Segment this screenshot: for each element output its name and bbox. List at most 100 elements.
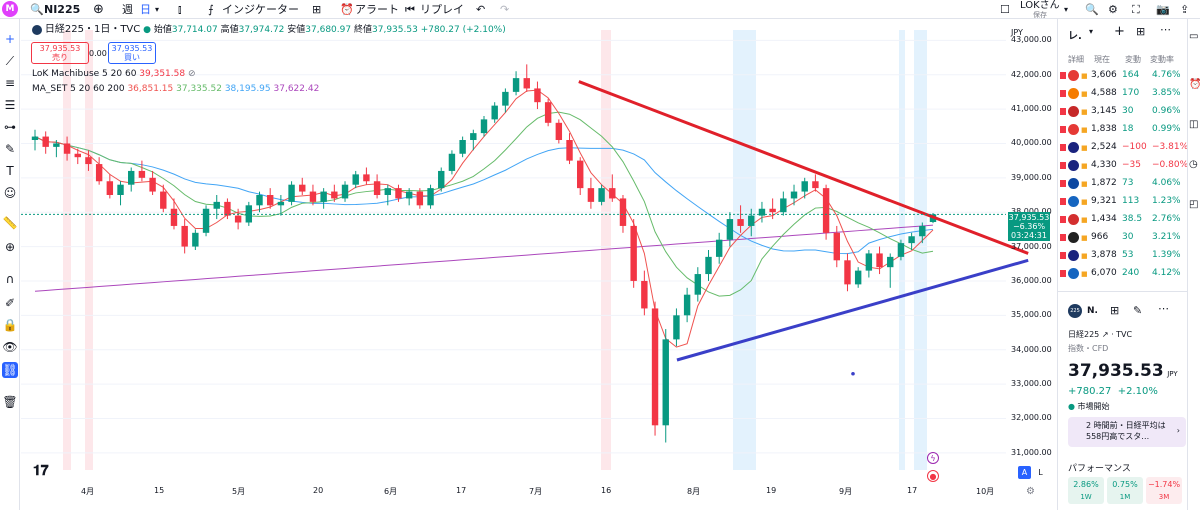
indicator-machibuse[interactable]: LoK Machibuse 5 20 60 39,351.58 ⊘ xyxy=(32,68,196,80)
news-banner[interactable]: 2 時間前・日経平均は558円高でスタ… › xyxy=(1068,417,1186,447)
undo-icon[interactable]: ↶ xyxy=(476,3,486,16)
chevron-down-icon[interactable]: ▾ xyxy=(1089,27,1094,36)
link-icon[interactable]: ⛓ xyxy=(2,362,18,378)
alert-icon[interactable]: ⏰ xyxy=(1189,79,1200,90)
layout-icon[interactable]: ⊞ xyxy=(1136,25,1146,38)
redo-icon[interactable]: ↷ xyxy=(500,3,510,16)
crosshair-icon[interactable]: + xyxy=(4,32,16,46)
pattern-icon[interactable]: ☰ xyxy=(4,98,16,112)
watchlist-icon[interactable]: ▭ xyxy=(1189,31,1199,42)
lock-icon[interactable]: 🔒 xyxy=(2,318,18,332)
trash-icon[interactable]: 🗑 xyxy=(2,395,18,409)
external-link-icon[interactable]: ↗ xyxy=(1101,330,1109,339)
alert-icon[interactable]: ⏰ xyxy=(340,3,354,16)
sell-button[interactable]: 37,935.53 売り xyxy=(31,42,89,64)
symbol-name[interactable]: NI225 xyxy=(44,3,81,16)
eye-icon[interactable]: 👁 xyxy=(2,340,18,354)
alert-button[interactable]: アラート xyxy=(355,3,399,16)
performance-cell[interactable]: −1.74% 3M xyxy=(1146,477,1182,504)
watchlist-row[interactable]: ■ 4,330 −35 −0.80% xyxy=(1058,157,1188,174)
watchlist-row[interactable]: ■ 4,588 170 3.85% xyxy=(1058,85,1188,102)
currency-label[interactable]: JPY xyxy=(1011,28,1023,37)
price-chart[interactable] xyxy=(21,20,1054,508)
alert-dot-icon: ■ xyxy=(1081,144,1088,152)
candle-body xyxy=(812,181,819,189)
more-icon[interactable]: ⋯ xyxy=(1160,23,1171,36)
indicator-ma-set[interactable]: MA_SET 5 20 60 200 36,851.15 37,335.52 3… xyxy=(32,83,319,95)
last-price: 37,935.53 xyxy=(1008,213,1050,222)
watchlist-row[interactable]: ■ 3,145 30 0.96% xyxy=(1058,103,1188,120)
lightning-icon[interactable]: ϟ xyxy=(927,452,939,464)
auto-scale-button[interactable]: A xyxy=(1018,466,1031,479)
news-icon[interactable]: ◫ xyxy=(1189,119,1199,130)
candle-body xyxy=(117,184,124,195)
settings-icon[interactable]: ⚙ xyxy=(1108,3,1118,16)
camera-icon[interactable]: 📷 xyxy=(1156,3,1170,16)
fullscreen-checkbox-icon[interactable]: ☐ xyxy=(1000,3,1010,16)
chat-icon[interactable]: ◰ xyxy=(1189,199,1199,210)
tradingview-logo[interactable]: M xyxy=(2,1,18,17)
details-name[interactable]: 日経225 xyxy=(1068,330,1100,339)
add-icon[interactable]: + xyxy=(1114,24,1125,39)
more-icon[interactable]: ⋯ xyxy=(1158,302,1169,315)
time-tick: 7月 xyxy=(529,487,543,496)
emoji-icon[interactable]: ☺ xyxy=(3,186,17,200)
visibility-icon[interactable]: ⊘ xyxy=(187,69,196,79)
watchlist-row[interactable]: ■ 966 30 3.21% xyxy=(1058,229,1188,246)
replay-icon[interactable]: ⏮ xyxy=(405,3,415,16)
watchlist-row[interactable]: ■ 1,434 38.5 2.76% xyxy=(1058,211,1188,228)
fullscreen-icon[interactable]: ⛶ xyxy=(1132,3,1140,16)
watchlist-row[interactable]: ■ 6,070 240 4.12% xyxy=(1058,265,1188,282)
chart-legend: 日経225・1日・TVC ● 始値37,714.07 高値37,974.72 安… xyxy=(32,24,506,36)
user-name[interactable]: LOKさん xyxy=(1020,0,1060,11)
layout-icon[interactable]: ⊞ xyxy=(1110,304,1120,317)
watchlist-row[interactable]: ■ 1,872 73 4.06% xyxy=(1058,175,1188,192)
col-header[interactable]: 変動率 xyxy=(1150,55,1174,64)
fib-icon[interactable]: ≡ xyxy=(4,76,16,90)
ruler-icon[interactable]: 📏 xyxy=(2,216,18,230)
lock-drawing-icon[interactable]: ✐ xyxy=(4,296,16,310)
symbol-badge xyxy=(32,24,42,35)
legend-title[interactable]: 日経225・1日・TVC xyxy=(44,24,141,35)
search-icon[interactable]: 🔍 xyxy=(1085,3,1099,16)
magnet-icon[interactable]: ∩ xyxy=(5,272,15,286)
col-header[interactable]: 詳細 xyxy=(1068,55,1084,64)
layout-icon[interactable]: ⊞ xyxy=(312,3,322,16)
col-header[interactable]: 現在 xyxy=(1094,55,1110,64)
watchlist-title[interactable]: レ. xyxy=(1068,31,1082,42)
search-icon[interactable]: 🔍 xyxy=(30,3,44,16)
watchlist-row[interactable]: ■ 9,321 113 1.23% xyxy=(1058,193,1188,210)
event-icon[interactable]: ● xyxy=(927,470,939,482)
indicators-icon[interactable]: ⨍ xyxy=(208,3,214,16)
add-symbol-icon[interactable]: ⊕ xyxy=(93,2,104,17)
text-icon[interactable]: T xyxy=(6,164,14,178)
chart-area[interactable]: 日経225・1日・TVC ● 始値37,714.07 高値37,974.72 安… xyxy=(21,20,1054,508)
log-scale-button[interactable]: L xyxy=(1038,468,1043,477)
indicators-button[interactable]: インジケーター xyxy=(222,3,299,16)
details-short-name[interactable]: N. xyxy=(1087,306,1098,316)
replay-button[interactable]: リプレイ xyxy=(420,3,464,16)
edit-icon[interactable]: ✎ xyxy=(1133,304,1143,317)
candle-type-icon[interactable]: ⫾ xyxy=(178,3,182,16)
prediction-icon[interactable]: ⊶ xyxy=(4,120,16,134)
buy-button[interactable]: 37,935.53 買い xyxy=(108,42,156,64)
settings-icon[interactable]: ⚙ xyxy=(1026,486,1035,497)
performance-cell[interactable]: 0.75% 1M xyxy=(1107,477,1143,504)
interval-weekly[interactable]: 週 xyxy=(122,3,133,16)
performance-cell[interactable]: 2.86% 1W xyxy=(1068,477,1104,504)
calendar-icon[interactable]: ◷ xyxy=(1189,159,1198,170)
watchlist-row[interactable]: ■ 1,838 18 0.99% xyxy=(1058,121,1188,138)
publish-icon[interactable]: ⇪ xyxy=(1180,3,1190,16)
chevron-down-icon[interactable]: ▾ xyxy=(1064,5,1069,14)
watchlist-row[interactable]: ■ 3,606 164 4.76% xyxy=(1058,67,1188,84)
watchlist-row[interactable]: ■ 3,878 53 1.39% xyxy=(1058,247,1188,264)
interval-daily[interactable]: 日 xyxy=(140,3,151,16)
zoom-icon[interactable]: ⊕ xyxy=(4,240,16,254)
flag-icon xyxy=(1060,216,1066,223)
col-header[interactable]: 変動 xyxy=(1125,55,1141,64)
watchlist-row[interactable]: ■ 2,524 −100 −3.81% xyxy=(1058,139,1188,156)
trendline-icon[interactable]: ⟋ xyxy=(5,54,15,68)
chevron-down-icon[interactable]: ▾ xyxy=(155,5,160,14)
brush-icon[interactable]: ✎ xyxy=(4,142,16,156)
candle-body xyxy=(908,236,915,244)
